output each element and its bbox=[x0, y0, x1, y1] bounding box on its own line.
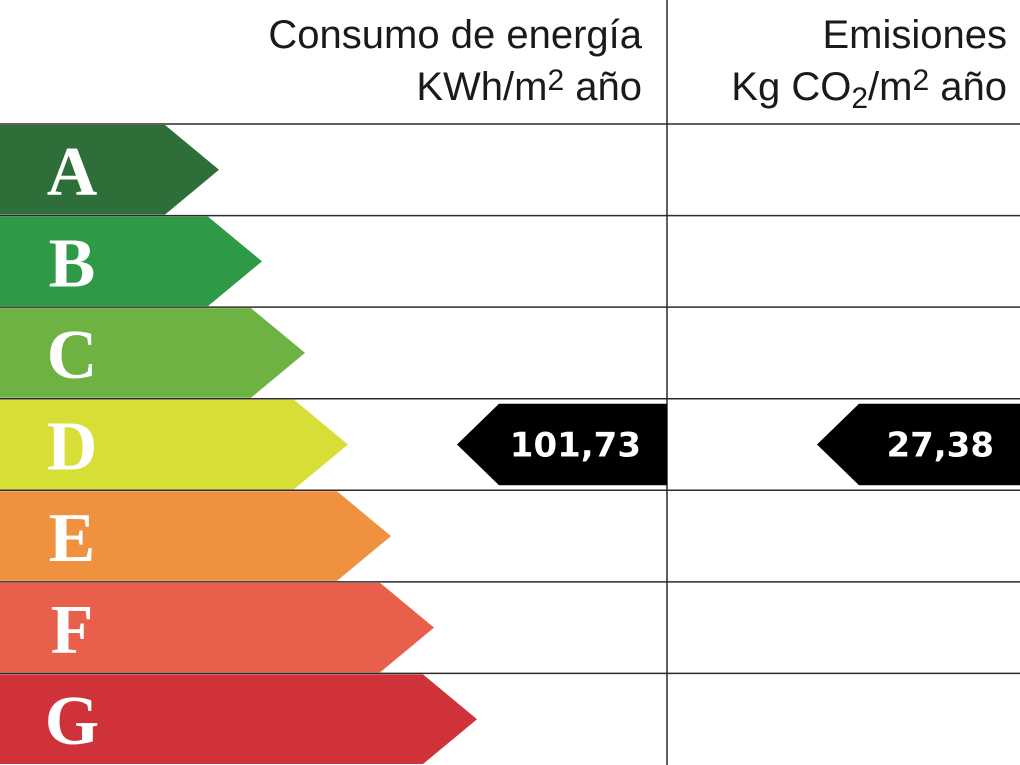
class-arrow-e bbox=[0, 491, 391, 581]
energy-indicator-value: 101,73 bbox=[510, 426, 641, 466]
emissions-unit-sup: 2 bbox=[912, 64, 929, 97]
class-letter-a: A bbox=[47, 134, 98, 211]
class-letter-d: D bbox=[47, 409, 98, 486]
class-letter-e: E bbox=[49, 500, 96, 577]
energy-unit-tail: año bbox=[564, 65, 642, 109]
energy-indicator-arrow bbox=[457, 403, 667, 486]
class-arrow-a bbox=[0, 125, 219, 215]
energy-title: Consumo de energía bbox=[268, 13, 642, 57]
emissions-unit-tail: año bbox=[929, 65, 1007, 109]
emissions-unit-sub: 2 bbox=[851, 82, 868, 115]
energy-unit-main: KWh/m bbox=[416, 65, 547, 109]
class-arrow-f bbox=[0, 582, 434, 673]
class-arrow-c bbox=[0, 308, 305, 398]
class-arrow-d bbox=[0, 399, 348, 490]
emissions-unit-a: Kg CO bbox=[731, 65, 851, 109]
emissions-unit-b: /m bbox=[868, 65, 912, 109]
energy-unit: KWh/m2 año bbox=[416, 64, 642, 109]
class-letter-b: B bbox=[49, 225, 96, 302]
class-arrow-b bbox=[0, 216, 262, 307]
emissions-unit: Kg CO2/m2 año bbox=[731, 64, 1007, 115]
class-letter-g: G bbox=[45, 683, 99, 760]
energy-unit-sup: 2 bbox=[547, 64, 564, 97]
emissions-title: Emisiones bbox=[822, 13, 1007, 57]
emissions-indicator-arrow bbox=[817, 403, 1020, 486]
emissions-indicator-value: 27,38 bbox=[886, 426, 994, 466]
class-arrow-g bbox=[0, 674, 477, 764]
class-letter-c: C bbox=[47, 317, 98, 394]
rating-indicators: 101,73 27,38 bbox=[457, 403, 1020, 486]
class-letter-f: F bbox=[51, 592, 94, 669]
